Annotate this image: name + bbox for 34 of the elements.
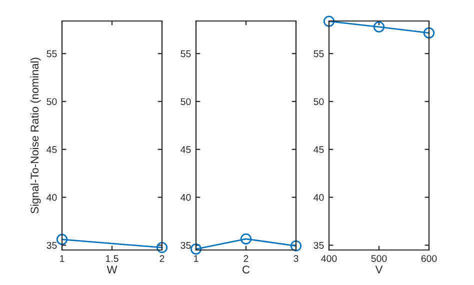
y-tick-label: 50: [46, 98, 57, 106]
y-tick-label: 35: [180, 242, 191, 249]
y-tick-label: 55: [314, 50, 324, 58]
y-tick-label: 45: [46, 146, 57, 154]
point: [373, 21, 385, 32]
y-axis-title: Signal-To-Noise Ratio (nominal): [30, 58, 41, 214]
x-tick-label: 500: [371, 255, 387, 262]
point: [240, 233, 252, 244]
y-tick-label: 40: [180, 194, 191, 201]
x-tick-label: 1: [60, 255, 64, 262]
x-tick-label: 2: [244, 255, 248, 262]
x-axis-title: V: [375, 266, 383, 274]
y-tick-label: 45: [180, 146, 191, 154]
x-tick-label: 3: [294, 255, 298, 262]
point: [323, 16, 335, 27]
x-tick-label: 400: [321, 255, 337, 262]
y-tick-label: 55: [180, 50, 191, 58]
x-axis-title: W: [106, 266, 118, 274]
point: [423, 27, 435, 39]
point: [290, 240, 302, 252]
x-tick-label: 1.5: [106, 255, 118, 262]
x-tick-label: 600: [421, 255, 437, 262]
y-tick-label: 35: [46, 242, 57, 249]
point: [190, 243, 202, 255]
y-tick-label: 50: [180, 98, 191, 106]
y-tick-label: 45: [314, 146, 324, 154]
y-tick-label: 50: [314, 98, 324, 106]
y-tick-label: 35: [314, 242, 324, 249]
y-tick-label: 55: [46, 50, 57, 58]
x-axis-title: C: [242, 266, 250, 274]
x-tick-label: 2: [160, 255, 164, 262]
y-tick-label: 40: [314, 194, 324, 201]
y-tick-label: 40: [46, 194, 57, 201]
x-tick-label: 1: [194, 255, 198, 262]
